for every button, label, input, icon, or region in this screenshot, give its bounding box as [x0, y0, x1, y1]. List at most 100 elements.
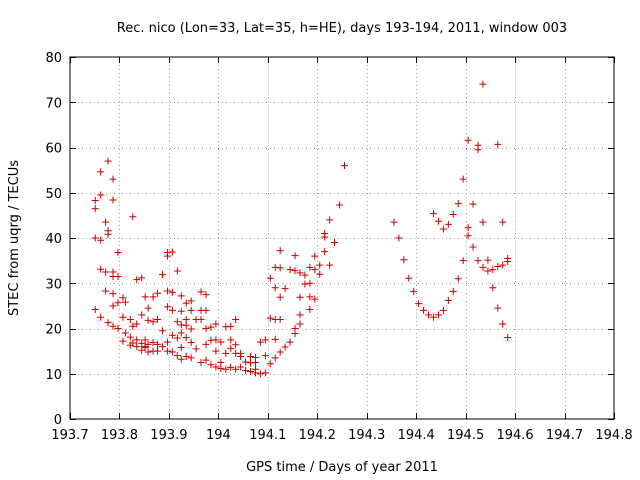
data-point: [182, 299, 190, 307]
data-point: [202, 291, 210, 299]
data-point: [168, 306, 176, 314]
data-point: [158, 327, 166, 335]
data-point: [291, 329, 299, 337]
data-point: [138, 274, 146, 282]
data-point: [227, 322, 235, 330]
data-point: [177, 355, 185, 363]
data-point: [102, 218, 110, 226]
data-point: [469, 243, 477, 251]
data-point: [158, 271, 166, 279]
data-point: [296, 311, 304, 319]
data-point: [489, 266, 497, 274]
data-point: [449, 287, 457, 295]
data-point: [479, 218, 487, 226]
data-point: [126, 315, 134, 323]
data-point: [232, 315, 240, 323]
data-point: [138, 311, 146, 319]
data-point: [271, 335, 279, 343]
data-point: [187, 339, 195, 347]
data-point: [114, 272, 122, 280]
data-point: [232, 365, 240, 373]
data-point: [454, 275, 462, 283]
data-point: [207, 361, 215, 369]
data-point: [173, 334, 181, 342]
data-point: [202, 340, 210, 348]
data-point: [212, 336, 220, 344]
y-tick-label: 20: [45, 323, 62, 338]
data-point: [182, 315, 190, 323]
data-point: [154, 315, 162, 323]
data-point: [138, 339, 146, 347]
data-point: [133, 336, 141, 344]
data-point: [133, 320, 141, 328]
data-point: [91, 234, 99, 242]
data-point: [256, 370, 264, 378]
y-tick-label: 80: [45, 51, 62, 66]
data-point: [410, 287, 418, 295]
data-point: [311, 266, 319, 274]
data-point: [400, 256, 408, 264]
data-point: [97, 191, 105, 199]
data-point: [97, 236, 105, 244]
data-point: [168, 331, 176, 339]
data-point: [405, 274, 413, 282]
data-point: [149, 293, 157, 301]
data-point: [469, 200, 477, 208]
data-point: [202, 356, 210, 364]
data-point: [420, 306, 428, 314]
data-point: [459, 257, 467, 265]
data-point: [222, 349, 230, 357]
y-tick-label: 30: [45, 277, 62, 292]
data-point: [154, 347, 162, 355]
y-tick-label: 10: [45, 368, 62, 383]
data-point: [154, 289, 162, 297]
data-point: [311, 295, 319, 303]
data-point: [390, 218, 398, 226]
data-point: [479, 263, 487, 271]
data-point: [173, 267, 181, 275]
data-point: [202, 306, 210, 314]
data-point: [109, 196, 117, 204]
data-point: [454, 200, 462, 208]
data-point: [251, 369, 259, 377]
data-point: [212, 363, 220, 371]
data-point: [102, 268, 110, 276]
data-point: [286, 338, 294, 346]
data-point: [197, 288, 205, 296]
data-point: [434, 217, 442, 225]
x-tick-label: 194.4: [398, 428, 435, 443]
data-point: [271, 284, 279, 292]
data-point: [129, 213, 137, 221]
data-point: [212, 347, 220, 355]
data-point: [247, 367, 255, 375]
y-tick-label: 50: [45, 187, 62, 202]
data-point: [484, 256, 492, 264]
x-tick-label: 194.2: [299, 428, 336, 443]
data-point: [222, 365, 230, 373]
data-point: [281, 343, 289, 351]
data-point: [114, 325, 122, 332]
data-point: [425, 311, 433, 319]
data-points: [91, 80, 512, 378]
data-point: [109, 302, 117, 310]
data-point: [119, 294, 127, 302]
chart-title: Rec. nico (Lon=33, Lat=35, h=HE), days 1…: [117, 21, 567, 36]
data-point: [149, 318, 157, 326]
data-point: [271, 354, 279, 362]
data-point: [464, 232, 472, 240]
data-point: [439, 225, 447, 233]
data-point: [474, 146, 482, 154]
data-point: [141, 336, 149, 344]
data-point: [202, 325, 210, 332]
data-point: [459, 175, 467, 183]
data-point: [434, 311, 442, 319]
data-point: [504, 258, 512, 266]
x-tick-label: 193.8: [101, 428, 138, 443]
data-point: [187, 306, 195, 314]
data-point: [141, 293, 149, 301]
data-point: [306, 263, 314, 271]
data-point: [168, 288, 176, 296]
data-point: [182, 321, 190, 329]
data-point: [114, 248, 122, 256]
